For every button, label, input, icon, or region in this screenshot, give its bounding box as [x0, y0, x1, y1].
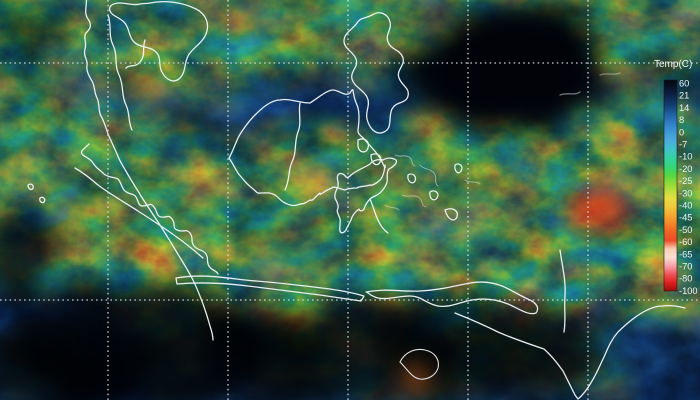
svg-text:-30: -30: [679, 188, 692, 198]
svg-text:60: 60: [679, 79, 689, 89]
svg-text:14: 14: [679, 103, 689, 113]
svg-text:-40: -40: [679, 201, 692, 211]
svg-text:-65: -65: [679, 249, 692, 259]
svg-text:-20: -20: [679, 164, 692, 174]
svg-text:Temp(C): Temp(C): [654, 59, 692, 70]
svg-text:-70: -70: [679, 262, 692, 272]
svg-text:-7: -7: [679, 140, 687, 150]
svg-text:-80: -80: [679, 274, 692, 284]
svg-text:0: 0: [679, 127, 684, 137]
svg-text:-25: -25: [679, 176, 692, 186]
svg-text:-45: -45: [679, 213, 692, 223]
svg-text:-50: -50: [679, 225, 692, 235]
svg-text:-60: -60: [679, 237, 692, 247]
svg-text:-10: -10: [679, 152, 692, 162]
svg-text:21: 21: [679, 91, 689, 101]
svg-text:8: 8: [679, 115, 684, 125]
svg-text:-100: -100: [679, 286, 698, 296]
